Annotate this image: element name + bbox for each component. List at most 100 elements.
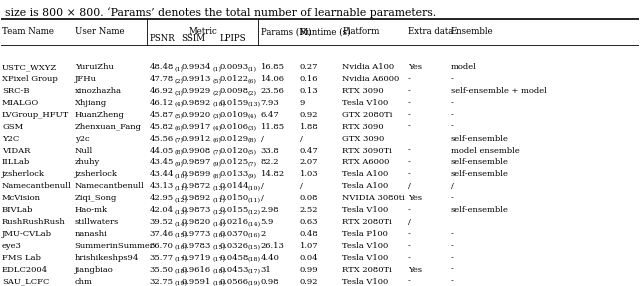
- Text: RTX 2080Ti: RTX 2080Ti: [342, 266, 392, 274]
- Text: RTX 3090Ti: RTX 3090Ti: [342, 146, 392, 154]
- Text: (7): (7): [212, 150, 221, 155]
- Text: chm: chm: [75, 277, 93, 285]
- Text: 2.52: 2.52: [300, 206, 318, 214]
- Text: 39.52: 39.52: [149, 218, 173, 226]
- Text: (13): (13): [212, 186, 225, 191]
- Text: McVision: McVision: [2, 194, 41, 202]
- Text: -: -: [408, 206, 411, 214]
- Text: 0.9719: 0.9719: [182, 254, 211, 262]
- Text: Metric: Metric: [189, 27, 218, 36]
- Text: 42.04: 42.04: [149, 206, 173, 214]
- Text: 35.77: 35.77: [149, 254, 173, 262]
- Text: jzsherlock: jzsherlock: [75, 170, 118, 178]
- Text: 43.13: 43.13: [149, 182, 173, 190]
- Text: LPIPS: LPIPS: [220, 34, 246, 43]
- Text: -: -: [451, 254, 454, 262]
- Text: (14): (14): [175, 222, 188, 227]
- Text: IILLab: IILLab: [2, 158, 30, 166]
- Text: (19): (19): [212, 281, 225, 286]
- Text: /: /: [260, 135, 264, 143]
- Text: eye3: eye3: [2, 242, 22, 250]
- Text: 1.07: 1.07: [300, 242, 318, 250]
- Text: 1.03: 1.03: [300, 170, 318, 178]
- Text: Team Name: Team Name: [2, 27, 54, 36]
- Text: Namecantbenull: Namecantbenull: [2, 182, 72, 190]
- Text: 0.9917: 0.9917: [182, 123, 211, 131]
- Text: (11): (11): [175, 186, 188, 191]
- Text: (4): (4): [212, 126, 221, 131]
- Text: 45.56: 45.56: [149, 135, 173, 143]
- Text: (10): (10): [175, 174, 188, 179]
- Text: 9: 9: [300, 99, 305, 107]
- Text: 43.44: 43.44: [149, 170, 173, 178]
- Text: /: /: [408, 182, 411, 190]
- Text: Namecantbenull: Namecantbenull: [75, 182, 145, 190]
- Text: Platform: Platform: [342, 27, 380, 36]
- Text: -: -: [451, 99, 454, 107]
- Text: (15): (15): [212, 245, 225, 251]
- Text: 0.9899: 0.9899: [182, 170, 211, 178]
- Text: 0.0125: 0.0125: [220, 158, 248, 166]
- Text: Yes: Yes: [408, 266, 422, 274]
- Text: 45.82: 45.82: [149, 123, 173, 131]
- Text: (5): (5): [175, 114, 184, 120]
- Text: YuruiZhu: YuruiZhu: [75, 63, 113, 71]
- Text: 1.88: 1.88: [300, 123, 318, 131]
- Text: EDLC2004: EDLC2004: [2, 266, 48, 274]
- Text: nanashi: nanashi: [75, 230, 108, 238]
- Text: Params (M): Params (M): [260, 27, 311, 36]
- Text: 23.56: 23.56: [260, 87, 285, 95]
- Text: Null: Null: [75, 146, 93, 154]
- Text: (19): (19): [248, 281, 261, 286]
- Text: -: -: [451, 230, 454, 238]
- Text: BIVLab: BIVLab: [2, 206, 33, 214]
- Text: 33.8: 33.8: [260, 146, 280, 154]
- Text: Tesla V100: Tesla V100: [342, 206, 388, 214]
- Text: Nvidia A100: Nvidia A100: [342, 63, 394, 71]
- Text: 0.0216: 0.0216: [220, 218, 248, 226]
- Text: (6): (6): [175, 126, 184, 131]
- Text: 0.0098: 0.0098: [220, 87, 248, 95]
- Text: Yes: Yes: [408, 63, 422, 71]
- Text: HuanZheng: HuanZheng: [75, 111, 125, 119]
- Text: FMS Lab: FMS Lab: [2, 254, 41, 262]
- Text: xinozhazha: xinozhazha: [75, 87, 122, 95]
- Text: SRC-B: SRC-B: [2, 87, 29, 95]
- Text: 0.0150: 0.0150: [220, 194, 248, 202]
- Text: 0.9920: 0.9920: [182, 111, 211, 119]
- Text: 0.9872: 0.9872: [182, 182, 211, 190]
- Text: 0.9773: 0.9773: [182, 230, 211, 238]
- Text: Extra data: Extra data: [408, 27, 453, 36]
- Text: Xhjiang: Xhjiang: [75, 99, 107, 107]
- Text: (12): (12): [248, 210, 261, 215]
- Text: hrishikeshps94: hrishikeshps94: [75, 254, 139, 262]
- Text: jzsherlock: jzsherlock: [2, 170, 45, 178]
- Text: XPixel Group: XPixel Group: [2, 75, 58, 83]
- Text: (8): (8): [175, 150, 184, 155]
- Text: SSIM: SSIM: [182, 34, 205, 43]
- Text: 2.98: 2.98: [260, 206, 280, 214]
- Text: (3): (3): [248, 126, 257, 131]
- Text: 0.0122: 0.0122: [220, 75, 248, 83]
- Text: 2: 2: [260, 230, 266, 238]
- Text: 0.47: 0.47: [300, 146, 318, 154]
- Text: 0.92: 0.92: [300, 111, 318, 119]
- Text: Ziqi_Song: Ziqi_Song: [75, 194, 117, 202]
- Text: self-ensemble: self-ensemble: [451, 170, 509, 178]
- Text: 45.87: 45.87: [149, 111, 173, 119]
- Text: Zhenxuan_Fang: Zhenxuan_Fang: [75, 123, 141, 131]
- Text: -: -: [408, 242, 411, 250]
- Text: (3): (3): [212, 114, 221, 120]
- Text: 0.9820: 0.9820: [182, 218, 211, 226]
- Text: (16): (16): [248, 233, 261, 239]
- Text: 0.0109: 0.0109: [220, 111, 248, 119]
- Text: VIDAR: VIDAR: [2, 146, 31, 154]
- Text: (1): (1): [212, 67, 221, 72]
- Text: (1): (1): [175, 67, 184, 72]
- Text: (14): (14): [248, 222, 261, 227]
- Text: (9): (9): [212, 162, 221, 167]
- Text: RTX 3090: RTX 3090: [342, 123, 384, 131]
- Text: (12): (12): [175, 198, 188, 203]
- Text: 0.48: 0.48: [300, 230, 318, 238]
- Text: 82.2: 82.2: [260, 158, 279, 166]
